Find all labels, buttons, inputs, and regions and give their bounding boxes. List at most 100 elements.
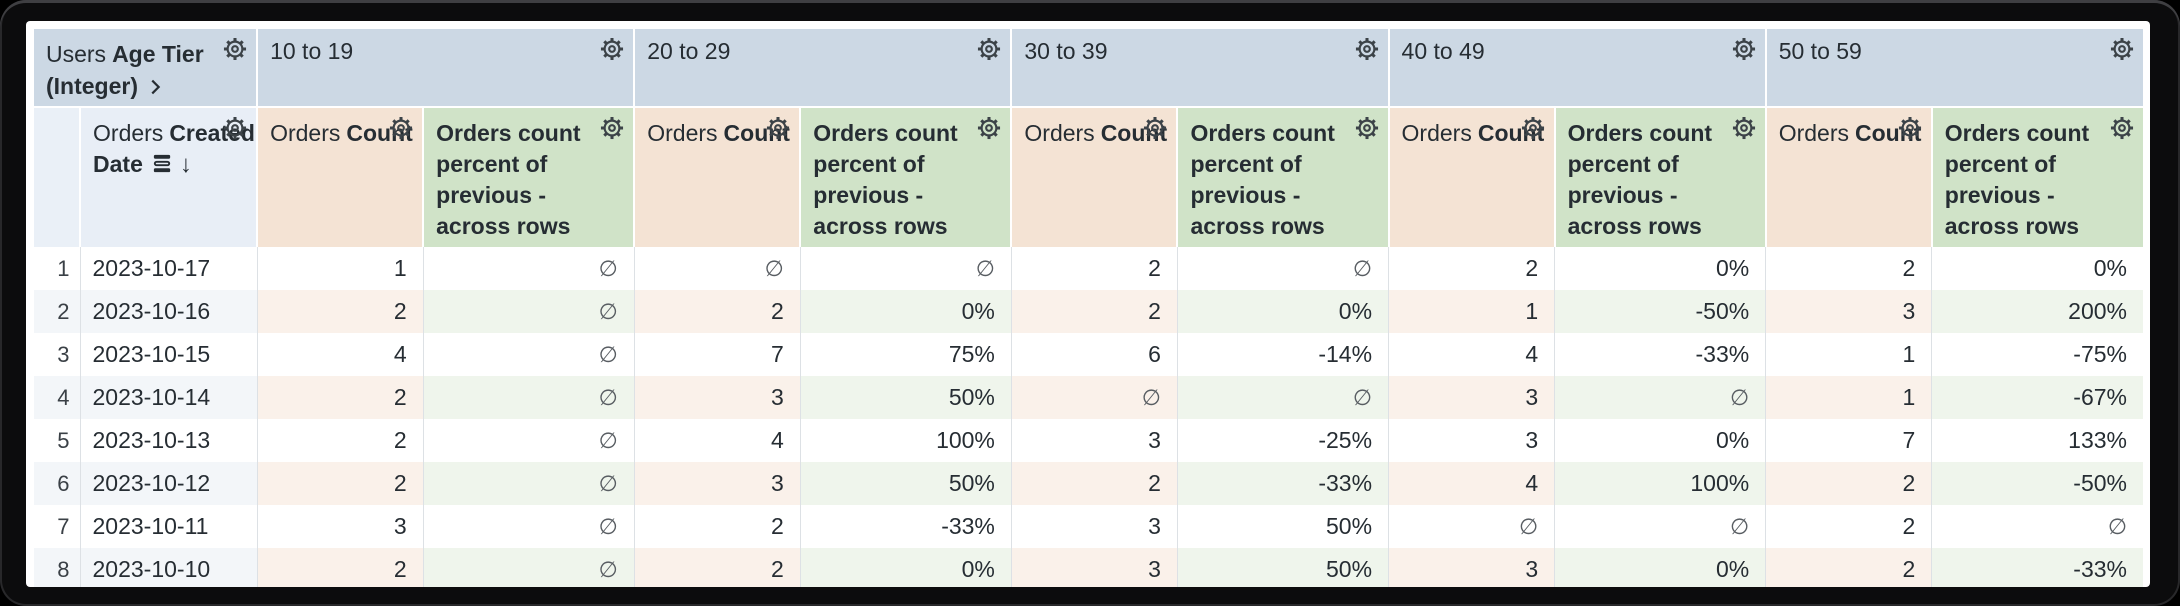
percent-value-cell[interactable]: -14% (1176, 333, 1389, 376)
measure-percent-header[interactable]: Orders count percent of previous - acros… (1176, 106, 1389, 247)
percent-value-cell[interactable]: -33% (1554, 333, 1766, 376)
count-value-cell[interactable]: 2 (633, 290, 801, 333)
pivot-gear-icon[interactable] (976, 36, 1002, 62)
measure-count-header[interactable]: Orders Count (1010, 106, 1178, 247)
expand-chevron-icon[interactable] (144, 74, 166, 106)
percent-value-cell[interactable]: 100% (1554, 462, 1766, 505)
percent-value-cell[interactable]: 50% (1176, 505, 1389, 548)
percent-value-cell[interactable]: 50% (1176, 548, 1389, 587)
pivot-gear-icon[interactable] (1731, 36, 1757, 62)
measure-count-header[interactable]: Orders Count (256, 106, 424, 247)
count-value-cell[interactable]: 2 (1765, 247, 1932, 290)
count-gear-icon[interactable] (388, 115, 414, 141)
count-value-cell[interactable]: 4 (256, 333, 424, 376)
percent-value-cell[interactable]: ∅ (1554, 505, 1766, 548)
count-value-cell[interactable]: ∅ (1388, 505, 1555, 548)
percent-value-cell[interactable]: -75% (1931, 333, 2143, 376)
count-value-cell[interactable]: 2 (256, 419, 424, 462)
percent-value-cell[interactable]: ∅ (422, 462, 635, 505)
count-value-cell[interactable]: 3 (1765, 290, 1932, 333)
measure-percent-header[interactable]: Orders count percent of previous - acros… (422, 106, 635, 247)
count-value-cell[interactable]: 3 (1388, 548, 1555, 587)
count-value-cell[interactable]: 2 (1765, 548, 1932, 587)
pivot-value-header[interactable]: 40 to 49 (1387, 29, 1766, 107)
percent-value-cell[interactable]: ∅ (422, 419, 635, 462)
pivot-gear-icon[interactable] (2109, 36, 2135, 62)
percent-value-cell[interactable]: ∅ (1554, 376, 1766, 419)
count-value-cell[interactable]: 3 (1388, 376, 1555, 419)
percent-value-cell[interactable]: ∅ (422, 333, 635, 376)
percent-value-cell[interactable]: ∅ (422, 247, 635, 290)
percent-value-cell[interactable]: 100% (799, 419, 1012, 462)
percent-value-cell[interactable]: -25% (1176, 419, 1389, 462)
count-value-cell[interactable]: 2 (1765, 462, 1932, 505)
count-value-cell[interactable]: 7 (633, 333, 801, 376)
pivot-dimension-corner-header[interactable]: Users Age Tier (Integer) (34, 29, 258, 107)
percent-value-cell[interactable]: 0% (1931, 247, 2143, 290)
percent-value-cell[interactable]: -50% (1931, 462, 2143, 505)
percent-gear-icon[interactable] (2109, 115, 2135, 141)
measure-percent-header[interactable]: Orders count percent of previous - acros… (1930, 106, 2143, 247)
measure-percent-header[interactable]: Orders count percent of previous - acros… (1553, 106, 1766, 247)
percent-value-cell[interactable]: -67% (1931, 376, 2143, 419)
percent-value-cell[interactable]: -33% (1176, 462, 1389, 505)
count-value-cell[interactable]: 2 (256, 376, 424, 419)
percent-value-cell[interactable]: 75% (799, 333, 1012, 376)
percent-value-cell[interactable]: 50% (799, 462, 1012, 505)
count-gear-icon[interactable] (765, 115, 791, 141)
row-dimension-header[interactable]: Orders Created Date ↓ (79, 106, 258, 247)
percent-value-cell[interactable]: -33% (1931, 548, 2143, 587)
count-value-cell[interactable]: 2 (1010, 247, 1178, 290)
count-value-cell[interactable]: 4 (1388, 462, 1555, 505)
count-gear-icon[interactable] (1520, 115, 1546, 141)
pivot-value-header[interactable]: 50 to 59 (1764, 29, 2143, 107)
date-cell[interactable]: 2023-10-12 (79, 462, 258, 505)
percent-value-cell[interactable]: 0% (1554, 548, 1766, 587)
count-value-cell[interactable]: 2 (1388, 247, 1555, 290)
count-value-cell[interactable]: 6 (1010, 333, 1178, 376)
count-value-cell[interactable]: 3 (1010, 505, 1178, 548)
date-cell[interactable]: 2023-10-13 (79, 419, 258, 462)
date-cell[interactable]: 2023-10-17 (79, 247, 258, 290)
date-cell[interactable]: 2023-10-16 (79, 290, 258, 333)
pivot-gear-icon[interactable] (1354, 36, 1380, 62)
percent-value-cell[interactable]: 0% (799, 548, 1012, 587)
count-gear-icon[interactable] (1142, 115, 1168, 141)
percent-gear-icon[interactable] (976, 115, 1002, 141)
percent-value-cell[interactable]: 50% (799, 376, 1012, 419)
count-value-cell[interactable]: 3 (1388, 419, 1555, 462)
pivot-value-header[interactable]: 20 to 29 (633, 29, 1012, 107)
percent-value-cell[interactable]: ∅ (422, 505, 635, 548)
count-gear-icon[interactable] (1897, 115, 1923, 141)
count-value-cell[interactable]: 2 (256, 462, 424, 505)
date-cell[interactable]: 2023-10-14 (79, 376, 258, 419)
measure-count-header[interactable]: Orders Count (1764, 106, 1932, 247)
count-value-cell[interactable]: 7 (1765, 419, 1932, 462)
count-value-cell[interactable]: 3 (1010, 548, 1178, 587)
count-value-cell[interactable]: 4 (1388, 333, 1555, 376)
count-value-cell[interactable]: 2 (1765, 505, 1932, 548)
measure-percent-header[interactable]: Orders count percent of previous - acros… (799, 106, 1012, 247)
percent-value-cell[interactable]: ∅ (1931, 505, 2143, 548)
count-value-cell[interactable]: 2 (256, 290, 424, 333)
count-value-cell[interactable]: 3 (256, 505, 424, 548)
count-value-cell[interactable]: 1 (1765, 333, 1932, 376)
count-value-cell[interactable]: 2 (633, 548, 801, 587)
percent-value-cell[interactable]: -33% (799, 505, 1012, 548)
count-value-cell[interactable]: 1 (1388, 290, 1555, 333)
percent-value-cell[interactable]: ∅ (1176, 376, 1389, 419)
count-value-cell[interactable]: ∅ (1010, 376, 1178, 419)
count-value-cell[interactable]: 3 (633, 376, 801, 419)
corner-gear-icon[interactable] (222, 36, 248, 62)
percent-gear-icon[interactable] (1731, 115, 1757, 141)
percent-gear-icon[interactable] (1354, 115, 1380, 141)
pivot-gear-icon[interactable] (599, 36, 625, 62)
count-value-cell[interactable]: 2 (1010, 290, 1178, 333)
date-cell[interactable]: 2023-10-15 (79, 333, 258, 376)
percent-value-cell[interactable]: 0% (799, 290, 1012, 333)
percent-value-cell[interactable]: 133% (1931, 419, 2143, 462)
percent-value-cell[interactable]: ∅ (422, 548, 635, 587)
percent-value-cell[interactable]: 200% (1931, 290, 2143, 333)
measure-count-header[interactable]: Orders Count (633, 106, 801, 247)
count-value-cell[interactable]: 3 (1010, 419, 1178, 462)
